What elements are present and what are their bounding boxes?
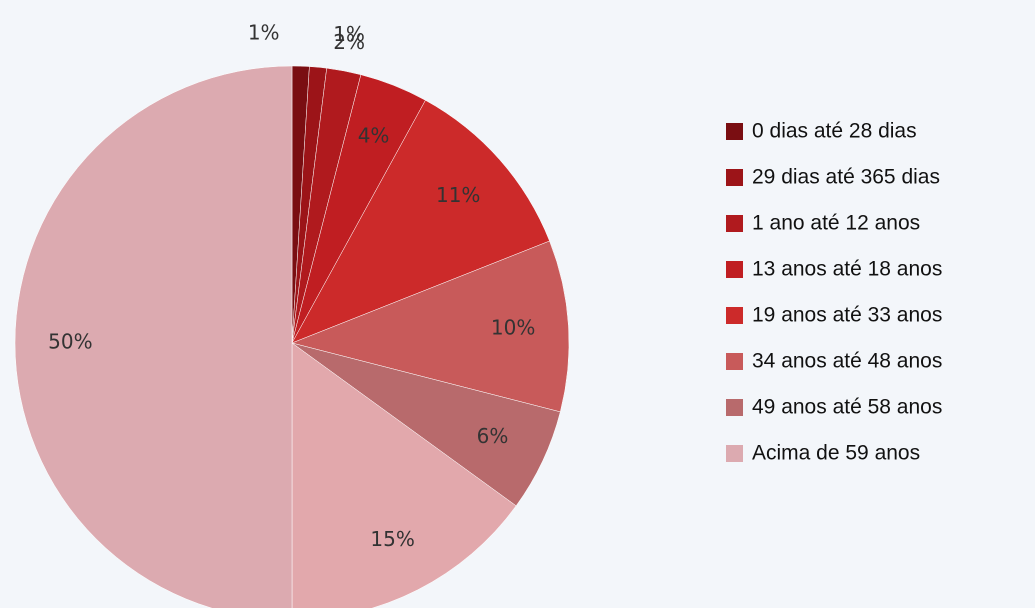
slice-label: 6% xyxy=(477,424,509,448)
legend-label: 1 ano até 12 anos xyxy=(752,212,920,235)
legend-label: 49 anos até 58 anos xyxy=(752,396,942,419)
pie-slice xyxy=(291,342,517,608)
legend-swatch xyxy=(726,169,743,186)
legend-swatch xyxy=(726,445,743,462)
slice-label: 4% xyxy=(358,123,390,147)
legend-swatch xyxy=(726,307,743,324)
slice-label: 10% xyxy=(491,316,535,340)
slice-label: 11% xyxy=(436,183,480,207)
legend-swatch xyxy=(726,353,743,370)
pie-slice xyxy=(14,65,293,608)
legend-label: Acima de 59 anos xyxy=(752,442,920,465)
slice-label: 1% xyxy=(333,22,365,46)
legend-label: 19 anos até 33 anos xyxy=(752,304,942,327)
pie-slice xyxy=(291,240,570,413)
legend-label: 34 anos até 48 anos xyxy=(752,350,942,373)
legend-swatch xyxy=(726,399,743,416)
legend-swatch xyxy=(726,261,743,278)
legend-label: 13 anos até 18 anos xyxy=(752,258,942,281)
slice-label: 15% xyxy=(370,527,414,551)
slice-label: 1% xyxy=(248,21,280,45)
slice-label: 2% xyxy=(333,30,365,54)
legend-label: 29 dias até 365 dias xyxy=(752,166,940,189)
legend-swatch xyxy=(726,123,743,140)
pie-slice xyxy=(291,99,550,344)
legend-swatch xyxy=(726,215,743,232)
legend-label: 0 dias até 28 dias xyxy=(752,120,917,143)
slice-label: 50% xyxy=(48,330,92,354)
